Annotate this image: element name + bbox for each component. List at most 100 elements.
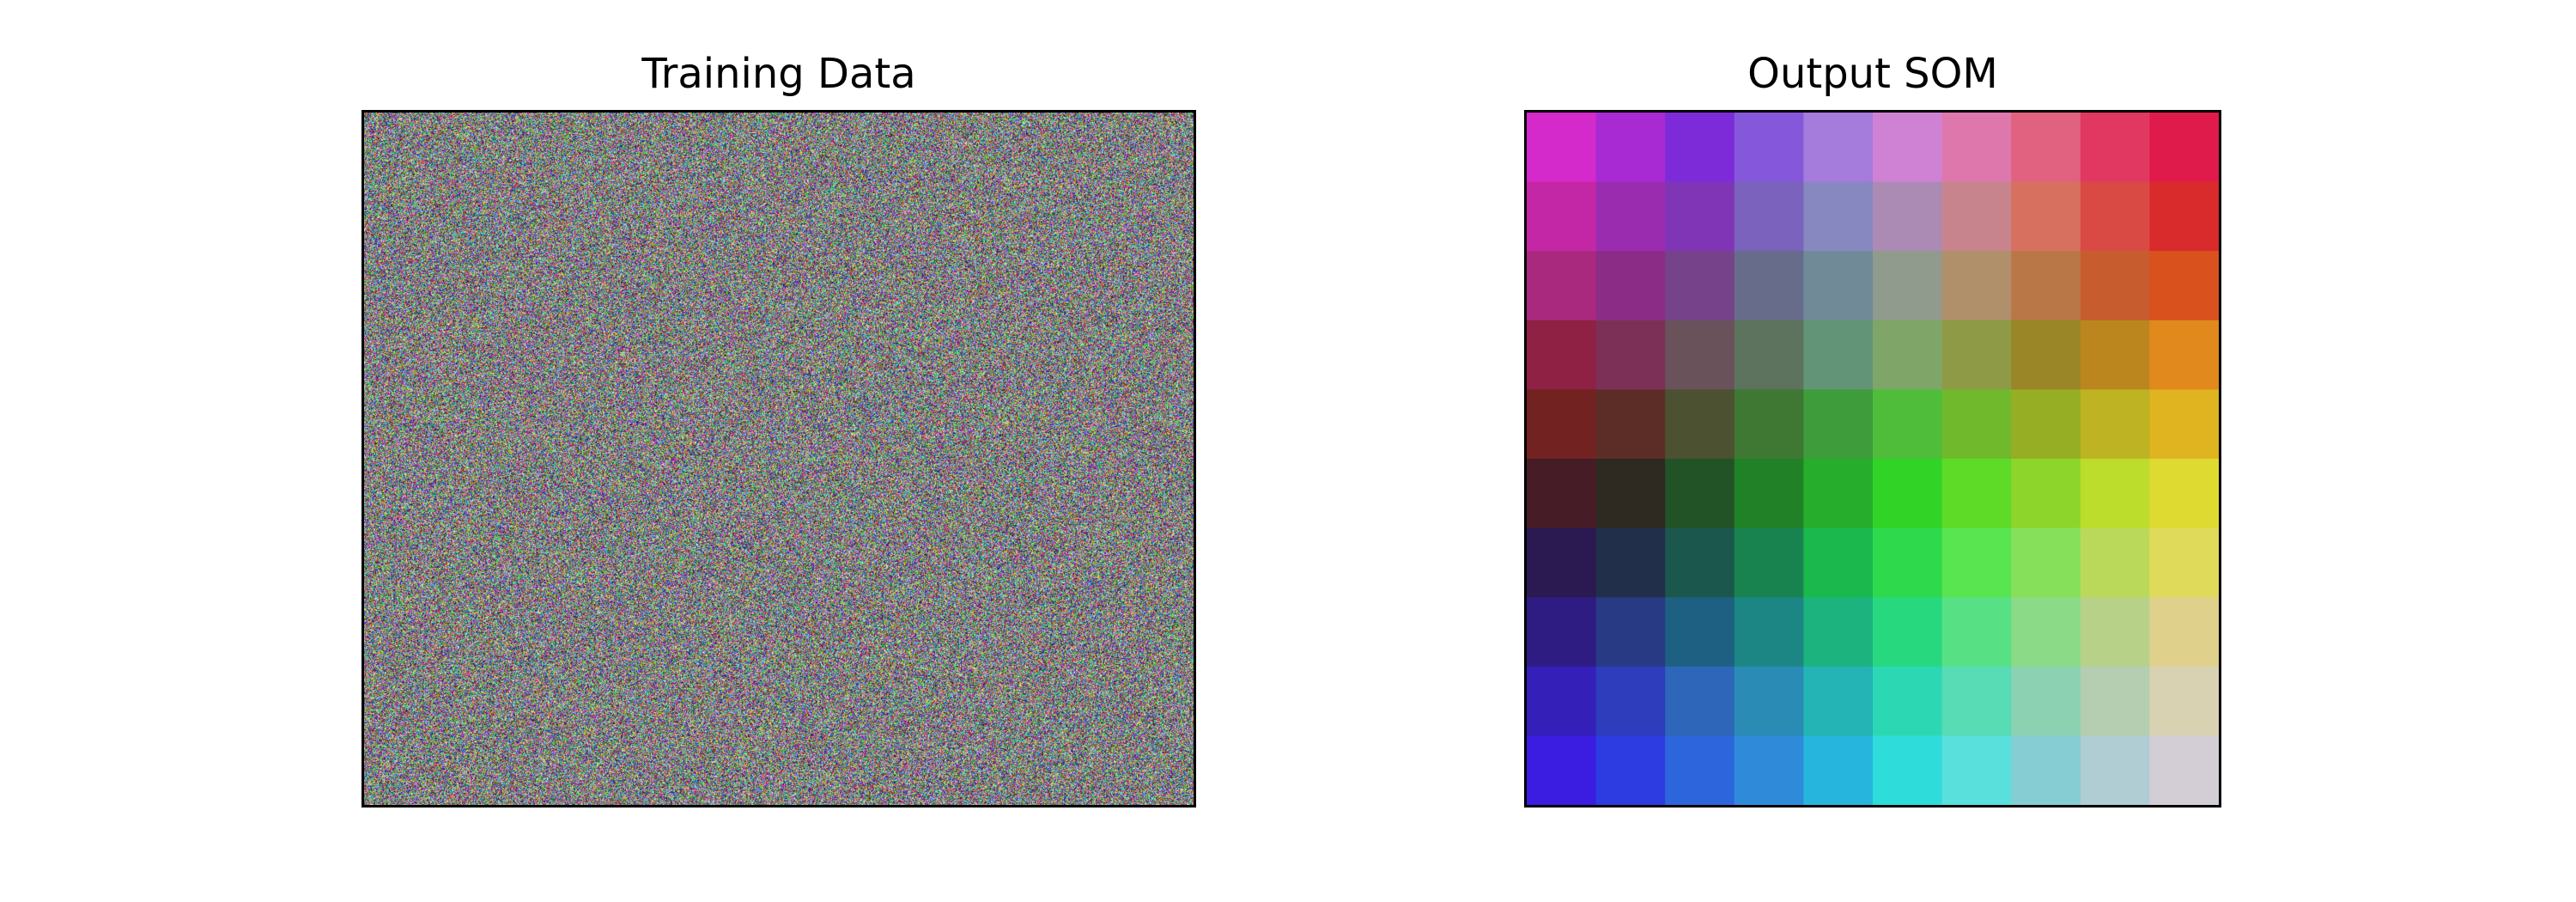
som-cell-r8-c3 [1734, 666, 1805, 737]
som-cell-r3-c7 [2011, 320, 2081, 391]
som-cell-r6-c3 [1734, 527, 1805, 599]
som-cell-r5-c1 [1595, 459, 1667, 529]
som-cell-r6-c1 [1595, 527, 1667, 599]
som-cell-r8-c9 [2149, 666, 2219, 737]
som-cell-r4-c5 [1873, 389, 1943, 460]
som-cell-r1-c6 [1941, 181, 2013, 253]
som-cell-r9-c0 [1527, 735, 1597, 805]
som-cell-r5-c6 [1941, 459, 2013, 529]
som-cell-r7-c1 [1595, 597, 1667, 667]
output-som-title: Output SOM [1747, 50, 1998, 98]
som-cell-r8-c1 [1595, 666, 1667, 737]
som-cell-r7-c2 [1665, 597, 1735, 667]
training-data-image [361, 110, 1196, 808]
som-cell-r9-c9 [2149, 735, 2219, 805]
som-cell-r1-c1 [1595, 181, 1667, 253]
som-cell-r7-c4 [1803, 597, 1874, 667]
som-cell-r3-c2 [1665, 320, 1735, 391]
som-cell-r0-c4 [1803, 113, 1874, 183]
som-cell-r9-c1 [1595, 735, 1667, 805]
som-cell-r9-c6 [1941, 735, 2013, 805]
som-cell-r5-c4 [1803, 459, 1874, 529]
som-cell-r4-c9 [2149, 389, 2219, 460]
som-cell-r6-c7 [2011, 527, 2081, 599]
som-cell-r0-c2 [1665, 113, 1735, 183]
som-cell-r7-c0 [1527, 597, 1597, 667]
som-cell-r2-c4 [1803, 251, 1874, 321]
som-cell-r0-c6 [1941, 113, 2013, 183]
som-cell-r8-c8 [2080, 666, 2151, 737]
som-cell-r8-c6 [1941, 666, 2013, 737]
som-cell-r4-c7 [2011, 389, 2081, 460]
som-cell-r9-c3 [1734, 735, 1805, 805]
som-cell-r7-c8 [2080, 597, 2151, 667]
som-cell-r1-c4 [1803, 181, 1874, 253]
output-som-grid [1524, 110, 2221, 808]
som-cell-r6-c8 [2080, 527, 2151, 599]
som-cell-r7-c5 [1873, 597, 1943, 667]
som-cell-r5-c9 [2149, 459, 2219, 529]
som-cell-r3-c4 [1803, 320, 1874, 391]
som-cell-r4-c1 [1595, 389, 1667, 460]
som-cell-r5-c5 [1873, 459, 1943, 529]
som-cell-r0-c7 [2011, 113, 2081, 183]
som-cell-r1-c5 [1873, 181, 1943, 253]
som-cell-r1-c7 [2011, 181, 2081, 253]
som-cell-r8-c0 [1527, 666, 1597, 737]
som-cell-r1-c0 [1527, 181, 1597, 253]
som-cell-r3-c9 [2149, 320, 2219, 391]
som-cell-r0-c1 [1595, 113, 1667, 183]
som-cell-r2-c9 [2149, 251, 2219, 321]
som-cell-r4-c3 [1734, 389, 1805, 460]
som-cell-r4-c2 [1665, 389, 1735, 460]
som-cell-r9-c5 [1873, 735, 1943, 805]
som-cell-r8-c2 [1665, 666, 1735, 737]
som-cell-r7-c9 [2149, 597, 2219, 667]
som-cell-r6-c9 [2149, 527, 2219, 599]
som-cell-r1-c3 [1734, 181, 1805, 253]
som-cell-r5-c7 [2011, 459, 2081, 529]
som-cell-r5-c0 [1527, 459, 1597, 529]
som-cell-r6-c2 [1665, 527, 1735, 599]
som-cell-r2-c2 [1665, 251, 1735, 321]
som-cell-r2-c0 [1527, 251, 1597, 321]
som-cell-r9-c8 [2080, 735, 2151, 805]
som-cell-r6-c0 [1527, 527, 1597, 599]
som-cell-r1-c9 [2149, 181, 2219, 253]
output-som-heatmap [1527, 113, 2219, 805]
som-cell-r6-c6 [1941, 527, 2013, 599]
som-cell-r0-c5 [1873, 113, 1943, 183]
som-cell-r6-c5 [1873, 527, 1943, 599]
som-cell-r2-c5 [1873, 251, 1943, 321]
som-cell-r5-c3 [1734, 459, 1805, 529]
som-cell-r4-c8 [2080, 389, 2151, 460]
som-cell-r3-c5 [1873, 320, 1943, 391]
som-cell-r9-c2 [1665, 735, 1735, 805]
som-cell-r3-c0 [1527, 320, 1597, 391]
som-cell-r4-c6 [1941, 389, 2013, 460]
som-cell-r2-c8 [2080, 251, 2151, 321]
som-cell-r0-c8 [2080, 113, 2151, 183]
som-cell-r1-c8 [2080, 181, 2151, 253]
training-data-title: Training Data [641, 50, 916, 98]
som-cell-r9-c4 [1803, 735, 1874, 805]
som-cell-r8-c4 [1803, 666, 1874, 737]
som-cell-r3-c6 [1941, 320, 2013, 391]
som-cell-r3-c3 [1734, 320, 1805, 391]
som-cell-r0-c3 [1734, 113, 1805, 183]
som-cell-r1-c2 [1665, 181, 1735, 253]
som-cell-r2-c3 [1734, 251, 1805, 321]
training-data-noise-canvas [364, 113, 1194, 805]
som-cell-r8-c7 [2011, 666, 2081, 737]
som-cell-r4-c4 [1803, 389, 1874, 460]
som-cell-r0-c9 [2149, 113, 2219, 183]
som-cell-r7-c3 [1734, 597, 1805, 667]
som-cell-r0-c0 [1527, 113, 1597, 183]
som-cell-r3-c8 [2080, 320, 2151, 391]
som-cell-r2-c7 [2011, 251, 2081, 321]
som-cell-r7-c6 [1941, 597, 2013, 667]
som-cell-r6-c4 [1803, 527, 1874, 599]
som-cell-r2-c6 [1941, 251, 2013, 321]
som-cell-r5-c8 [2080, 459, 2151, 529]
som-cell-r7-c7 [2011, 597, 2081, 667]
